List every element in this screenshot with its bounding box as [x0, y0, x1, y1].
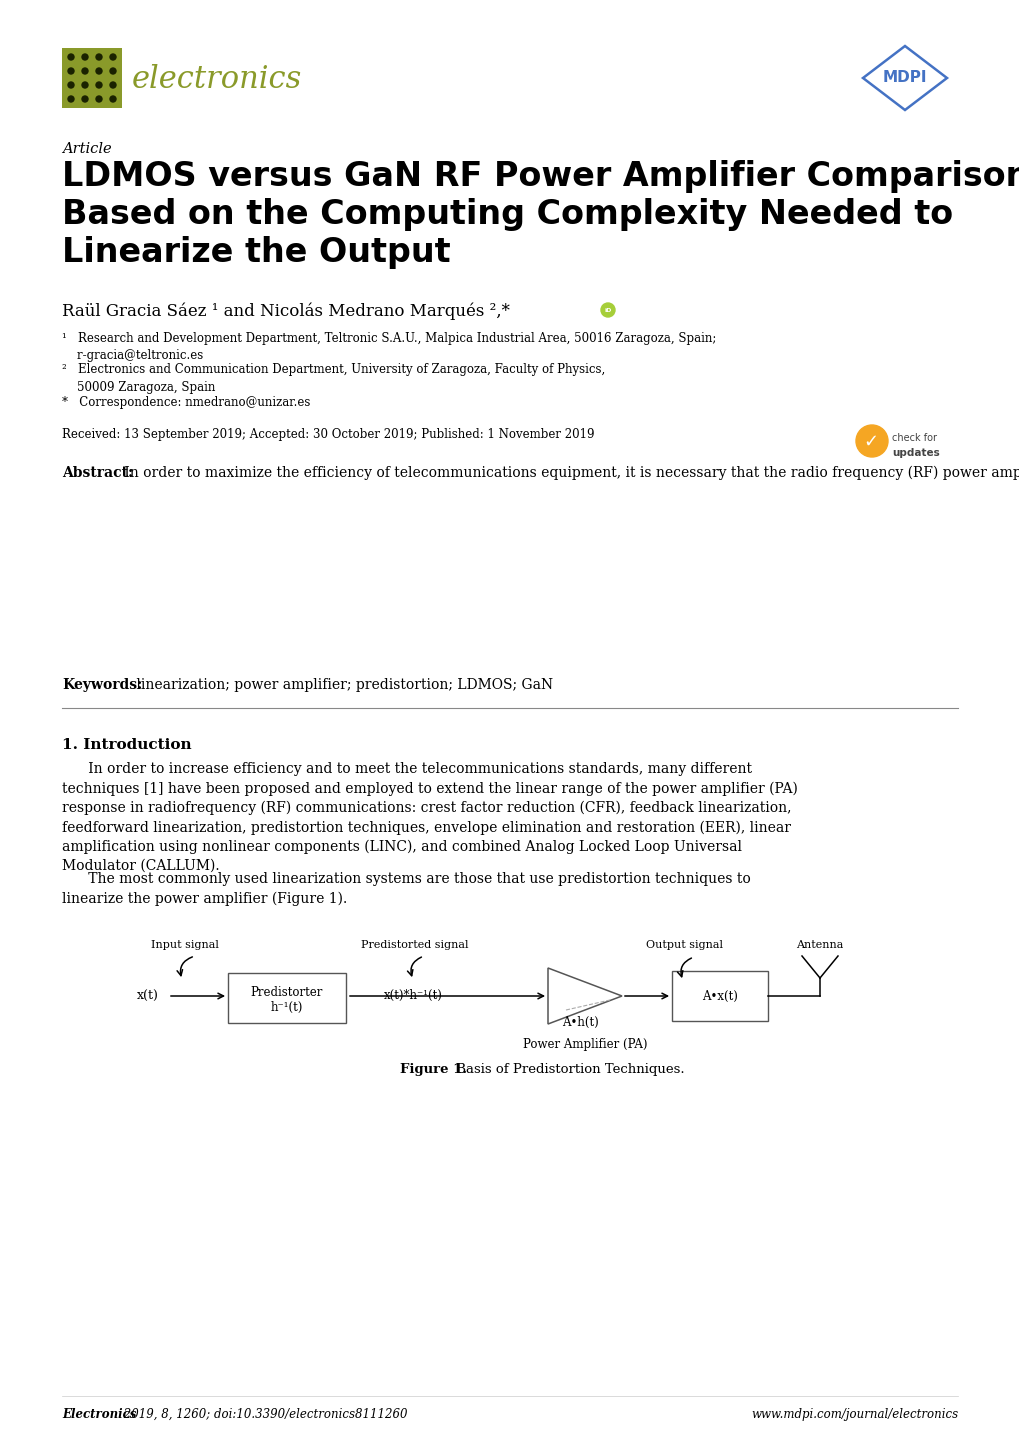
Text: In order to increase efficiency and to meet the telecommunications standards, ma: In order to increase efficiency and to m… [62, 761, 797, 872]
Text: A•x(t): A•x(t) [701, 989, 737, 1002]
Text: Raül Gracia Sáez ¹ and Nicolás Medrano Marqués ²,*: Raül Gracia Sáez ¹ and Nicolás Medrano M… [62, 301, 510, 320]
Circle shape [600, 303, 614, 317]
Text: ✓: ✓ [863, 433, 877, 451]
Text: In order to maximize the efficiency of telecommunications equipment, it is neces: In order to maximize the efficiency of t… [120, 466, 1019, 480]
Circle shape [110, 53, 116, 61]
Text: The most commonly used linearization systems are those that use predistortion te: The most commonly used linearization sys… [62, 872, 750, 906]
Circle shape [110, 82, 116, 88]
Text: *   Correspondence: nmedrano@unizar.es: * Correspondence: nmedrano@unizar.es [62, 397, 310, 410]
Text: Keywords:: Keywords: [62, 678, 142, 692]
Text: ²   Electronics and Communication Department, University of Zaragoza, Faculty of: ² Electronics and Communication Departme… [62, 363, 604, 394]
Text: Abstract:: Abstract: [62, 466, 133, 480]
Circle shape [96, 53, 102, 61]
Text: Output signal: Output signal [646, 940, 722, 950]
Circle shape [96, 97, 102, 102]
Text: h⁻¹(t): h⁻¹(t) [271, 1001, 303, 1014]
Text: Power Amplifier (PA): Power Amplifier (PA) [522, 1038, 647, 1051]
Text: Predistorter: Predistorter [251, 985, 323, 998]
Circle shape [96, 82, 102, 88]
Circle shape [96, 68, 102, 74]
Circle shape [68, 82, 74, 88]
Text: 1. Introduction: 1. Introduction [62, 738, 192, 751]
Text: Electronics: Electronics [62, 1407, 137, 1420]
Circle shape [110, 97, 116, 102]
Text: check for: check for [892, 433, 936, 443]
FancyBboxPatch shape [228, 973, 345, 1022]
Text: iD: iD [603, 307, 611, 313]
Text: x(t)*h⁻¹(t): x(t)*h⁻¹(t) [383, 989, 442, 1002]
FancyBboxPatch shape [62, 48, 122, 108]
Text: www.mdpi.com/journal/electronics: www.mdpi.com/journal/electronics [750, 1407, 957, 1420]
Text: Predistorted signal: Predistorted signal [361, 940, 469, 950]
Text: Input signal: Input signal [151, 940, 219, 950]
Text: Article: Article [62, 141, 111, 156]
Circle shape [855, 425, 888, 457]
Circle shape [68, 97, 74, 102]
Text: Received: 13 September 2019; Accepted: 30 October 2019; Published: 1 November 20: Received: 13 September 2019; Accepted: 3… [62, 428, 594, 441]
FancyBboxPatch shape [672, 970, 767, 1021]
Circle shape [68, 53, 74, 61]
Text: ¹   Research and Development Department, Teltronic S.A.U., Malpica Industrial Ar: ¹ Research and Development Department, T… [62, 332, 715, 362]
Circle shape [82, 97, 88, 102]
Text: 2019, 8, 1260; doi:10.3390/electronics8111260: 2019, 8, 1260; doi:10.3390/electronics81… [120, 1407, 408, 1420]
Text: x(t): x(t) [137, 989, 159, 1002]
Text: updates: updates [892, 448, 938, 459]
Text: linearization; power amplifier; predistortion; LDMOS; GaN: linearization; power amplifier; predisto… [131, 678, 552, 692]
Text: A•h(t): A•h(t) [561, 1015, 598, 1028]
Text: LDMOS versus GaN RF Power Amplifier Comparison
Based on the Computing Complexity: LDMOS versus GaN RF Power Amplifier Comp… [62, 160, 1019, 270]
Text: Figure 1.: Figure 1. [399, 1063, 467, 1076]
Circle shape [82, 53, 88, 61]
Text: Antenna: Antenna [796, 940, 843, 950]
Circle shape [110, 68, 116, 74]
Text: Basis of Predistortion Techniques.: Basis of Predistortion Techniques. [451, 1063, 684, 1076]
Circle shape [82, 82, 88, 88]
Circle shape [68, 68, 74, 74]
Text: electronics: electronics [131, 65, 302, 95]
Text: MDPI: MDPI [881, 71, 926, 85]
Circle shape [82, 68, 88, 74]
